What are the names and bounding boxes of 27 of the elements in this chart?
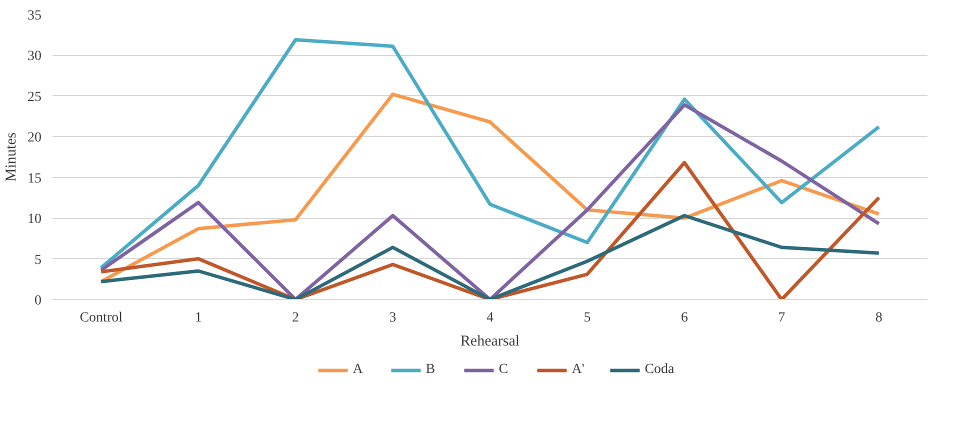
line-series xyxy=(99,160,881,300)
legend-label: B xyxy=(426,362,436,378)
x-tick-label: 5 xyxy=(584,310,591,326)
y-tick-label: 25 xyxy=(28,90,42,105)
x-tick-label: 6 xyxy=(680,310,688,326)
legend-label: A xyxy=(352,362,364,378)
y-tick-label: 20 xyxy=(28,130,42,146)
x-axis-title: Rehearsal xyxy=(460,334,520,350)
line-series xyxy=(99,38,881,270)
y-tick-label: 30 xyxy=(28,49,42,64)
x-tick-label: 2 xyxy=(292,310,300,326)
legend-label: Coda xyxy=(644,362,674,378)
legend-label: A' xyxy=(572,362,586,378)
x-tick-label: 1 xyxy=(194,310,202,326)
y-tick-label: 0 xyxy=(34,294,42,308)
x-tick-label: 8 xyxy=(875,310,882,326)
y-axis-title: Minutes xyxy=(4,132,20,182)
x-tick-label: 4 xyxy=(486,310,494,326)
x-tick-label: 7 xyxy=(778,310,786,326)
x-tick-label: Control xyxy=(80,310,123,326)
legend-label: C xyxy=(498,362,510,378)
y-tick-label: 5 xyxy=(34,252,42,268)
line-series xyxy=(99,214,881,300)
y-tick-label: 15 xyxy=(28,171,42,186)
y-tick-label: 35 xyxy=(28,8,42,24)
y-tick-label: 10 xyxy=(28,212,42,228)
x-tick-label: 3 xyxy=(389,310,396,326)
